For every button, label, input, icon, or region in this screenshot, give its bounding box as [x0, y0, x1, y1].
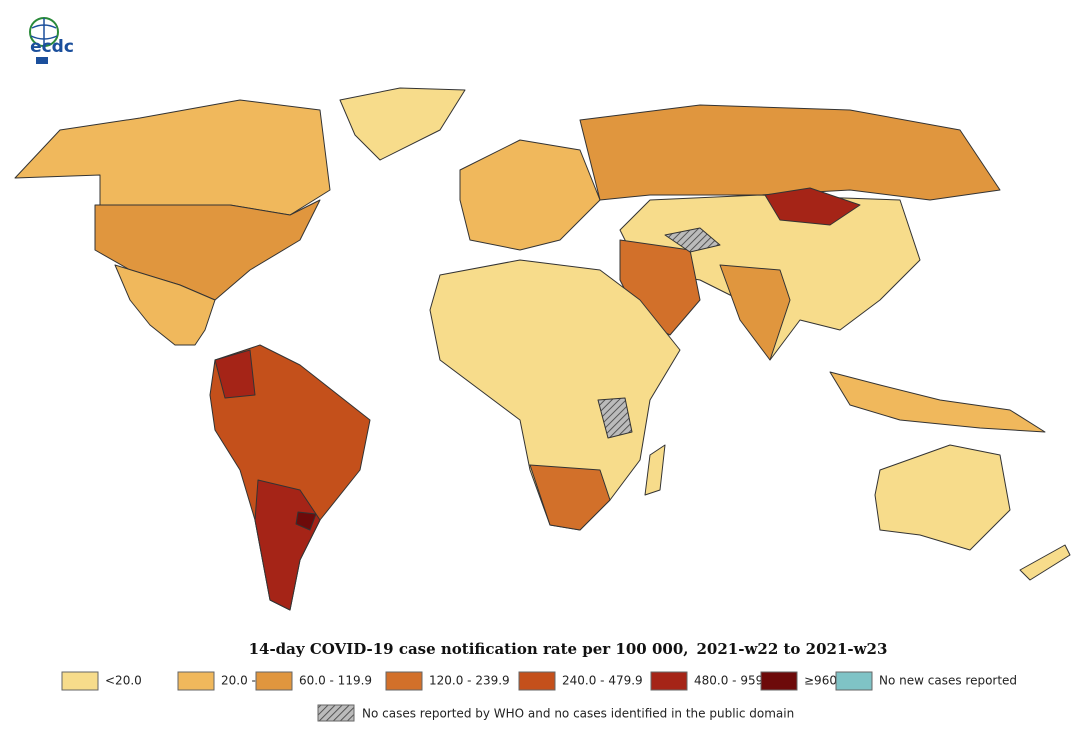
legend-label: No new cases reported [879, 674, 1017, 688]
legend-label: <20.0 [105, 674, 142, 688]
no-data-swatch [317, 704, 355, 722]
usa [94, 199, 321, 301]
no-data-label: No cases reported by WHO and no cases id… [362, 707, 794, 721]
legend-swatch [518, 671, 556, 691]
world-map [14, 87, 1071, 611]
colombia [214, 349, 256, 399]
legend: <20.0 20.0 - 59.9 60.0 - 119.9 120.0 - 239.… [61, 671, 1017, 691]
india [719, 264, 791, 361]
russia [579, 104, 1001, 201]
logo-text: ecdc [30, 37, 74, 57]
canada [14, 99, 331, 216]
legend-label: 60.0 - 119.9 [299, 674, 372, 688]
greenland [339, 87, 466, 161]
legend-swatch [61, 671, 99, 691]
europe [459, 139, 601, 251]
southeast-asia-islands [829, 371, 1046, 433]
madagascar [644, 444, 666, 496]
legend-label: 120.0 - 239.9 [429, 674, 510, 688]
legend-swatch [650, 671, 688, 691]
legend-swatch [835, 671, 873, 691]
no-data-africa [597, 397, 633, 439]
no-data-asia [664, 227, 721, 253]
legend-swatch [255, 671, 293, 691]
map-title: 14-day COVID-19 case notification rate p… [249, 640, 888, 658]
logo: ecdc [29, 17, 74, 64]
uruguay [295, 511, 317, 531]
legend-label: 240.0 - 479.9 [562, 674, 643, 688]
title-text: 14-day COVID-19 case notification rate p… [249, 640, 689, 658]
legend-swatch [177, 671, 215, 691]
mongolia [764, 187, 861, 226]
legend-swatch [760, 671, 798, 691]
legend-label: 480.0 - 959.9 [694, 674, 775, 688]
legend-swatch [385, 671, 423, 691]
period-text: 2021-w22 to 2021-w23 [697, 640, 888, 658]
australia [874, 444, 1011, 551]
new-zealand [1019, 544, 1071, 581]
central-america [114, 264, 216, 346]
southern-africa [529, 464, 611, 531]
